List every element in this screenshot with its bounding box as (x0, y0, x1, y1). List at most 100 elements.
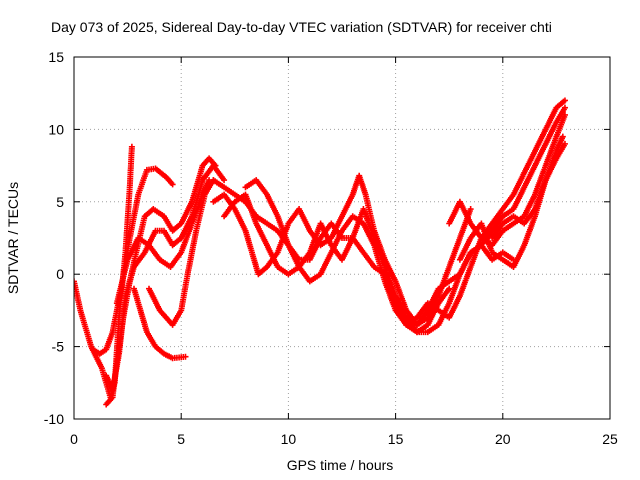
data-layer (74, 97, 568, 408)
data-marker-run (126, 145, 135, 191)
data-marker-run (274, 213, 291, 247)
data-marker (169, 181, 176, 188)
data-marker-run (137, 307, 150, 334)
data-marker-run (178, 215, 194, 241)
data-marker-run (90, 346, 102, 356)
data-marker-run (167, 251, 183, 270)
data-marker-run (456, 198, 473, 225)
data-marker-run (274, 264, 290, 276)
data-marker-run (306, 272, 322, 285)
x-axis-title: GPS time / hours (287, 457, 394, 473)
data-marker-run (126, 251, 139, 285)
x-tick-label: 5 (177, 431, 185, 447)
data-marker-run (113, 258, 131, 307)
data-marker-run (264, 191, 280, 218)
data-marker-run (317, 251, 334, 278)
data-marker-run (143, 329, 158, 348)
data-marker-run (414, 309, 430, 328)
series-track-7 (146, 177, 217, 328)
data-marker-run (499, 221, 515, 234)
data-marker-run (510, 171, 527, 198)
data-marker-run (392, 292, 409, 319)
series-track-5 (113, 177, 213, 307)
data-marker-run (96, 347, 108, 357)
data-marker-run (221, 184, 236, 197)
data-marker-run (553, 113, 568, 140)
data-marker-run (499, 249, 515, 262)
data-marker-run (285, 242, 302, 269)
data-marker-run (360, 206, 377, 240)
data-marker-run (532, 142, 548, 169)
x-tick-label: 15 (388, 431, 404, 447)
data-marker-run (317, 220, 334, 247)
data-marker-run (521, 207, 537, 227)
data-marker-run (113, 316, 126, 365)
data-marker-run (169, 309, 184, 328)
data-marker-run (489, 250, 504, 263)
data-marker-run (456, 236, 473, 263)
data-marker-run (489, 222, 505, 241)
data-marker-run (178, 273, 191, 314)
data-marker-run (362, 191, 377, 232)
tick-label-layer: 0 5 10 15 20 25 -10 -5 0 5 10 15 (44, 49, 618, 447)
data-marker-run (169, 221, 183, 234)
data-marker-run (253, 220, 270, 247)
data-marker-run (521, 193, 538, 220)
data-marker-run (242, 191, 259, 225)
y-tick-label: -10 (44, 411, 64, 427)
x-tick-label: 20 (495, 431, 511, 447)
data-marker-run (521, 164, 538, 191)
data-marker-run (120, 280, 133, 321)
data-marker-run (542, 106, 559, 133)
data-marker-run (553, 106, 567, 126)
data-marker-run (446, 200, 462, 227)
data-marker-run (146, 285, 162, 312)
data-marker-run (553, 135, 565, 155)
data-marker-run (360, 220, 377, 247)
y-tick-label: 5 (56, 194, 64, 210)
series-track-15 (403, 242, 517, 328)
data-marker (128, 143, 135, 150)
y-tick-label: 10 (48, 121, 64, 137)
data-marker-run (249, 249, 261, 276)
data-marker-run (542, 157, 559, 184)
data-marker-run (141, 207, 155, 220)
data-marker-run (521, 149, 538, 176)
data-marker-run (178, 200, 194, 227)
data-marker-run (264, 242, 280, 269)
data-marker-run (392, 278, 409, 312)
series-track-4 (103, 155, 219, 408)
data-marker-run (77, 307, 94, 348)
data-marker-run (328, 229, 345, 256)
data-marker (446, 285, 453, 292)
x-tick-label: 25 (602, 431, 618, 447)
data-marker-run (193, 193, 208, 234)
data-marker-run (264, 220, 279, 233)
data-marker-run (446, 294, 462, 321)
data-marker (221, 177, 228, 184)
plot-frame (73, 56, 611, 420)
data-marker-run (328, 215, 345, 241)
data-marker-run (126, 193, 141, 241)
data-marker-run (255, 265, 269, 278)
data-marker-run (253, 177, 269, 196)
y-tick-label: 15 (48, 49, 64, 65)
data-marker-run (499, 214, 515, 227)
data-marker-run (135, 235, 151, 247)
data-marker-run (532, 128, 548, 155)
data-marker-run (499, 193, 516, 212)
data-marker (561, 111, 568, 118)
data-marker-run (103, 395, 115, 408)
data-marker (212, 162, 219, 169)
data-marker-run (296, 206, 312, 232)
data-marker-run (499, 207, 515, 220)
data-marker-run (210, 177, 226, 190)
data-marker-run (206, 155, 218, 168)
data-marker-run (109, 360, 120, 401)
data-marker-run (381, 264, 398, 297)
y-axis-title: SDTVAR / TECUs (5, 182, 21, 294)
data-marker-run (161, 350, 174, 361)
data-marker (510, 256, 517, 263)
data-marker-run (188, 164, 205, 205)
